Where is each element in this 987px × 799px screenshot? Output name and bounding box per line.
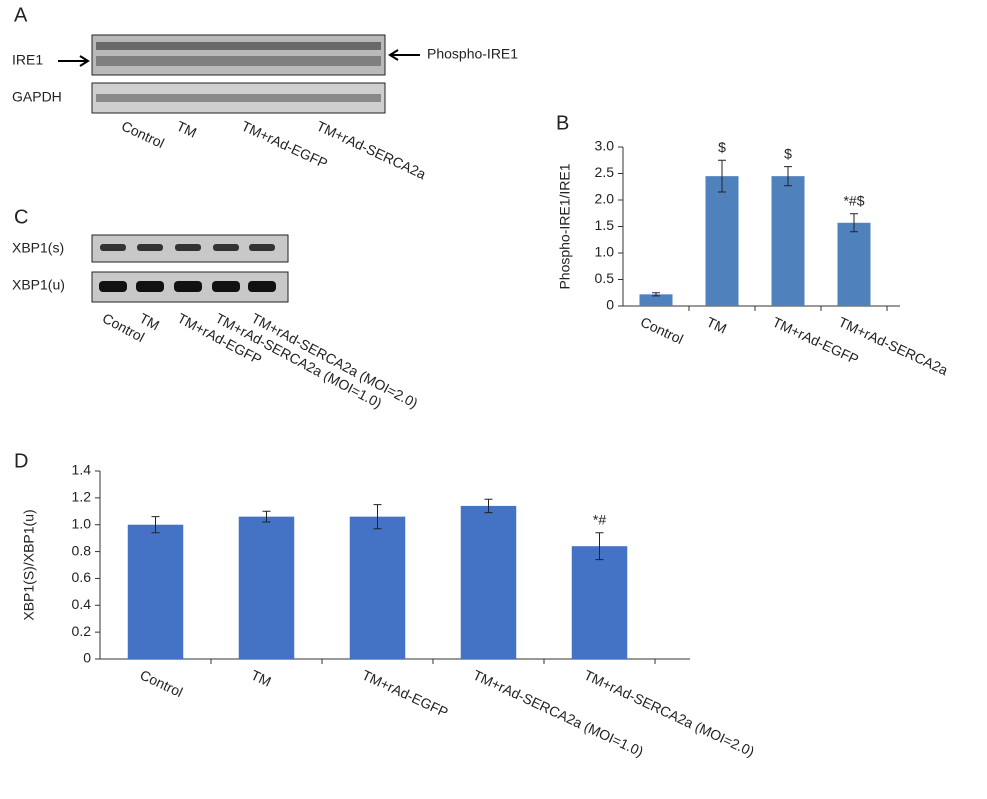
y-tick-label: 2.0 [595,191,615,207]
arrow [390,50,420,60]
lane-label: TM+rAd-SERCA2a [314,118,428,183]
blot-band [213,244,239,251]
lane-label: Control [100,310,147,345]
bar [461,506,517,659]
lane-label: Control [119,118,167,152]
lane-label: TM+rAd-SERCA2a (MOI=1.0) [213,310,385,411]
x-tick-label: TM+rAd-EGFP [360,667,451,721]
blot-band [136,281,164,292]
blot-band [174,281,202,292]
y-tick-label: 3.0 [595,138,615,154]
blot-band [100,244,126,251]
x-tick-label: TM+rAd-SERCA2a [836,314,950,379]
arrow [58,56,88,66]
bar [838,223,871,306]
panel-label: D [14,450,28,472]
y-tick-label: 1.4 [72,462,92,478]
y-axis-label: Phospho-IRE1/IRE1 [557,163,573,289]
panel-label: A [14,4,28,26]
lane-label: TM+rAd-SERCA2a (MOI=2.0) [249,310,421,411]
x-tick-label: TM [249,667,274,690]
annotation: *# [593,511,606,527]
bar [350,517,406,659]
lane-label: TM [174,118,199,141]
annotation: $ [784,145,792,161]
bar [239,517,295,659]
blot-row-label: GAPDH [12,89,62,105]
annotation: *#$ [843,192,864,208]
blot-band [175,244,201,251]
blot-box [92,35,385,75]
blot-row-label: XBP1(u) [12,277,65,293]
blot-band [96,42,381,50]
x-tick-label: Control [138,667,186,701]
blot-row-label: IRE1 [12,52,43,68]
x-tick-label: Control [638,314,686,348]
blot-band [96,94,381,102]
y-tick-label: 0.2 [72,623,92,639]
y-tick-label: 0 [83,650,91,666]
blot-band [248,281,276,292]
y-tick-label: 0.8 [72,542,92,558]
annotation: $ [718,139,726,155]
panel-label: C [14,206,28,228]
y-tick-label: 1.0 [595,244,615,260]
bar [772,176,805,306]
blot-band [96,56,381,66]
arrow-label: Phospho-IRE1 [427,46,518,62]
bar [706,176,739,306]
bar [572,546,628,659]
bar [128,525,184,659]
blot-row-label: XBP1(s) [12,240,64,256]
x-tick-label: TM [704,314,729,337]
x-tick-label: TM+rAd-SERCA2a (MOI=2.0) [582,667,757,760]
figure: A B C D IRE1 GAPDH Phospho-IRE1 XBP1(s) … [0,0,987,794]
panel-label: B [556,112,569,134]
y-tick-label: 0.4 [72,596,92,612]
blot-band [249,244,275,251]
y-tick-label: 2.5 [595,164,615,180]
y-tick-label: 0.5 [595,270,615,286]
y-tick-label: 1.5 [595,217,615,233]
blot-band [137,244,163,251]
blot-band [212,281,240,292]
y-axis-label: XBP1(S)/XBP1(u) [21,509,37,620]
blot-band [99,281,127,292]
y-tick-label: 1.0 [72,515,92,531]
y-tick-label: 0 [606,297,614,313]
y-tick-label: 1.2 [72,489,92,505]
y-tick-label: 0.6 [72,569,92,585]
